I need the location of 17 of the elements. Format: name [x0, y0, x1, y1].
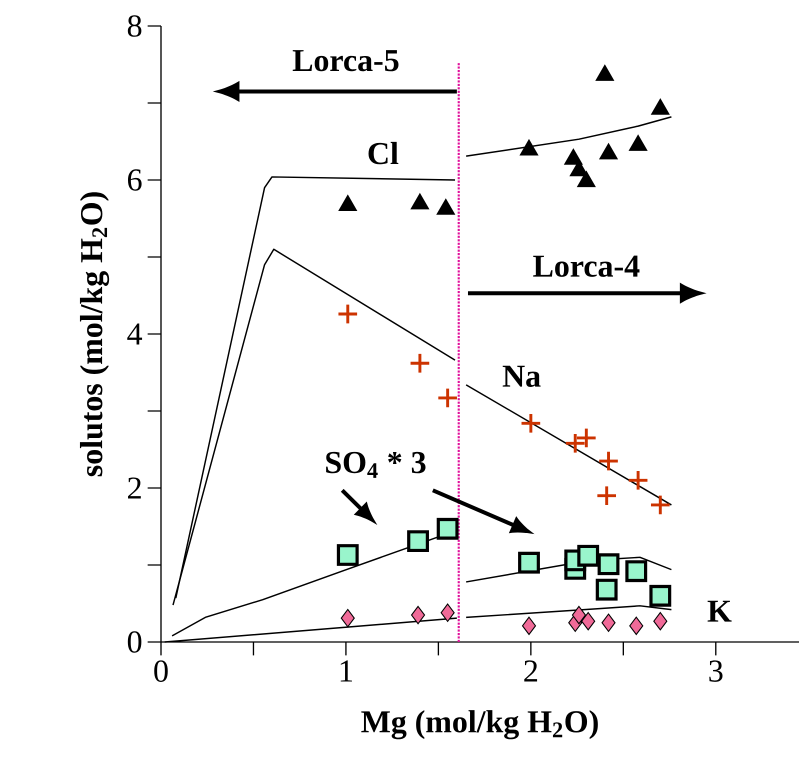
x-tick-label: 3	[709, 660, 723, 682]
y-tick-label: 4	[127, 324, 142, 344]
series-label: Cl	[368, 142, 398, 164]
x-axis-title: Mg (mol/kg H$_{2}$O)	[361, 710, 598, 740]
x-tick-label: 0	[154, 660, 168, 682]
y-tick-label: 8	[128, 15, 142, 37]
series-label: K	[708, 600, 732, 622]
y-axis-title: solutos (mol/kg H$_{2}$O)	[80, 192, 110, 476]
annotation: Lorca-4	[533, 256, 640, 277]
y-tick-label: 2	[128, 477, 141, 499]
y-tick-label: 6	[128, 169, 142, 191]
x-tick-label: 2	[524, 660, 538, 682]
series-label: Na	[502, 366, 541, 387]
annotation: Lorca-5	[292, 50, 398, 72]
series-label: SO$_{4}$ * 3	[326, 452, 426, 478]
x-tick-label: 1	[340, 660, 352, 682]
y-tick-label: 0	[128, 631, 142, 653]
